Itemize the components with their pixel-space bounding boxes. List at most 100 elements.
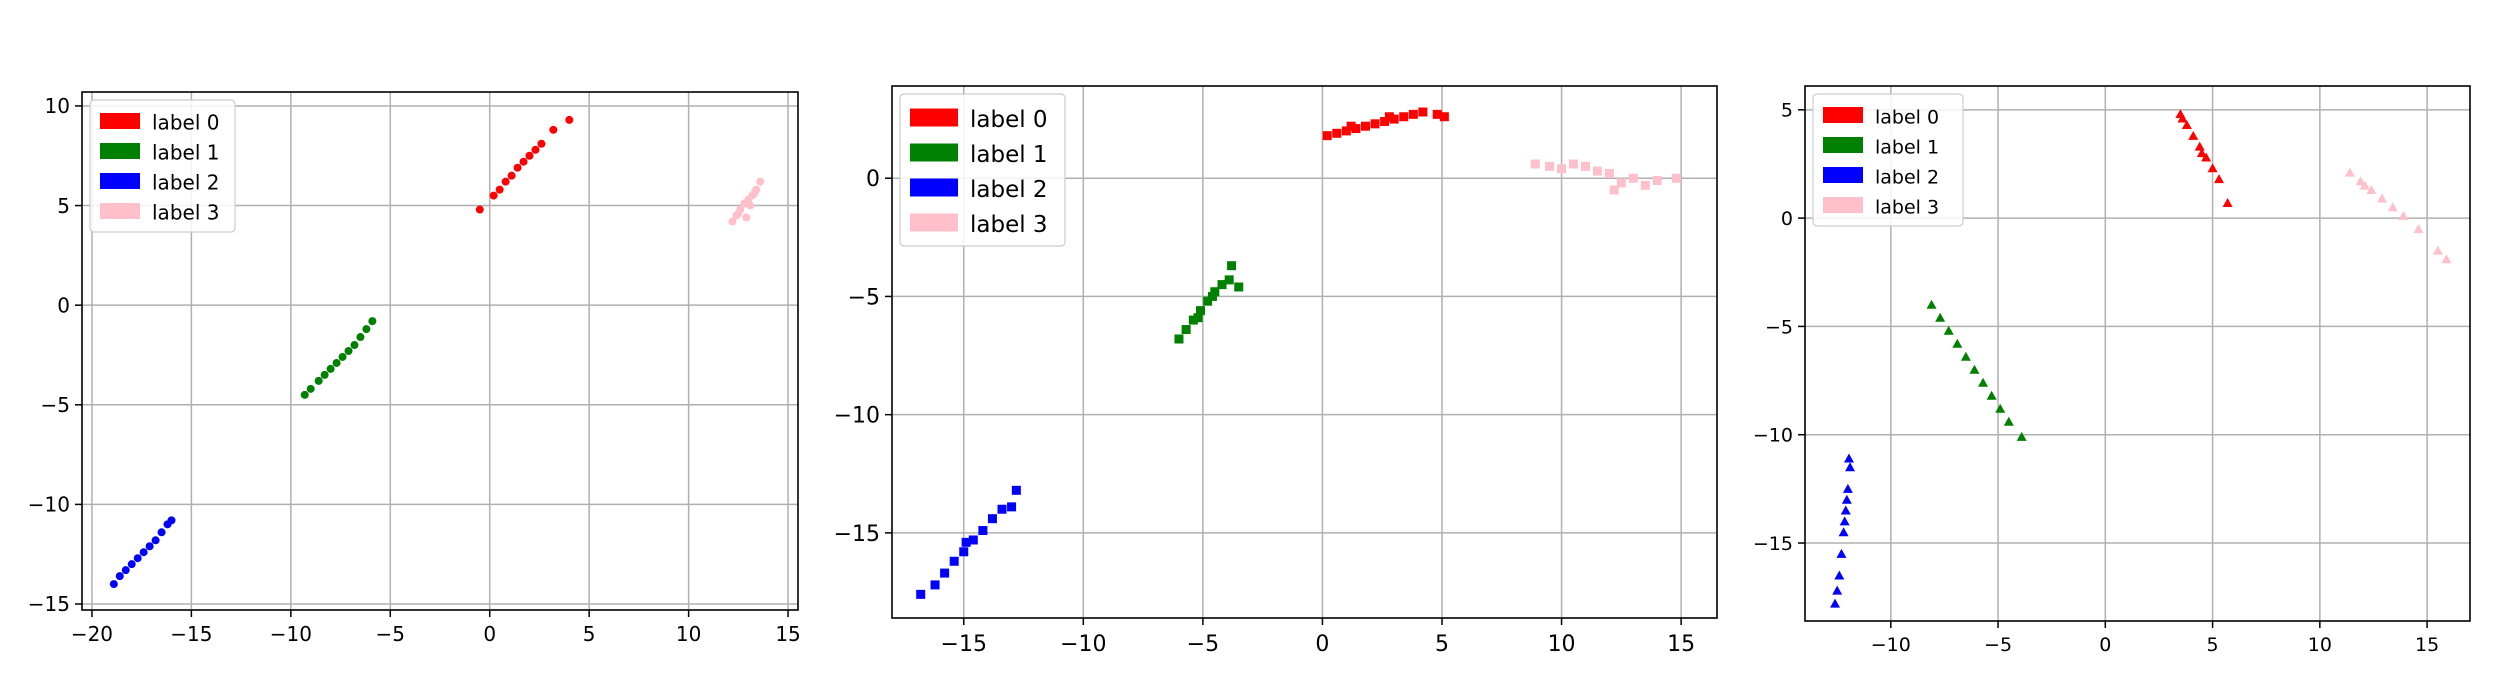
data-point xyxy=(1995,403,2006,413)
y-tick-label: 10 xyxy=(45,94,70,118)
data-point xyxy=(151,536,160,545)
x-tick-label: 5 xyxy=(1435,632,1449,657)
data-point xyxy=(940,568,950,578)
data-point xyxy=(1830,598,1841,608)
data-point xyxy=(1360,121,1370,131)
data-point xyxy=(1193,313,1203,323)
data-point xyxy=(1545,161,1555,171)
data-point xyxy=(1845,462,1856,472)
data-point xyxy=(1834,570,1845,580)
x-tick-label: 5 xyxy=(2207,634,2219,656)
data-point xyxy=(1841,494,1852,504)
legend-swatch xyxy=(1823,137,1863,153)
data-point xyxy=(1640,180,1650,190)
legend-label: label 2 xyxy=(152,171,219,195)
data-point xyxy=(489,191,498,200)
data-point xyxy=(1628,173,1638,183)
data-point xyxy=(2181,119,2192,129)
series-label-0 xyxy=(2175,109,2233,207)
data-point xyxy=(1380,116,1390,126)
x-tick-label: 10 xyxy=(1548,632,1576,657)
x-tick-label: −5 xyxy=(1984,634,2012,656)
data-point xyxy=(2196,148,2207,158)
data-point xyxy=(916,589,926,599)
data-point xyxy=(1842,483,1853,493)
series-label-2 xyxy=(1830,453,1856,608)
y-tick-label: 5 xyxy=(57,194,70,218)
x-tick-label: −20 xyxy=(71,622,113,646)
legend-swatch xyxy=(100,113,140,129)
data-point xyxy=(531,145,540,154)
data-point xyxy=(968,535,978,545)
y-tick-label: −10 xyxy=(28,493,70,517)
data-point xyxy=(2016,431,2027,441)
data-point xyxy=(1011,485,1021,495)
data-point xyxy=(300,390,309,399)
x-tick-label: 15 xyxy=(775,622,800,646)
data-point xyxy=(997,504,1007,514)
data-point xyxy=(1389,114,1399,124)
data-point xyxy=(1432,109,1442,119)
y-tick-label: −15 xyxy=(28,592,70,616)
data-point xyxy=(961,537,971,547)
y-tick-label: 0 xyxy=(866,167,880,192)
series-label-2 xyxy=(109,516,176,589)
y-tick-label: 0 xyxy=(1781,208,1793,230)
data-point xyxy=(350,341,359,350)
data-point xyxy=(1007,502,1017,512)
legend-swatch xyxy=(100,143,140,159)
data-point xyxy=(501,177,510,186)
legend-label: label 1 xyxy=(970,142,1048,168)
data-point xyxy=(1181,325,1191,335)
series-label-0 xyxy=(475,115,574,214)
legend-swatch xyxy=(100,203,140,219)
legend-label: label 3 xyxy=(1875,196,1939,218)
data-point xyxy=(139,548,148,557)
x-tick-label: 5 xyxy=(583,622,596,646)
data-point xyxy=(157,528,166,537)
data-point xyxy=(167,516,176,525)
data-point xyxy=(1341,126,1351,136)
data-point xyxy=(2194,141,2205,151)
legend-label: label 0 xyxy=(152,111,219,135)
data-point xyxy=(1943,325,1954,335)
data-point xyxy=(1384,112,1394,122)
data-point xyxy=(549,125,558,134)
series-label-1 xyxy=(300,317,377,399)
plot-frame xyxy=(1804,85,2471,622)
data-point xyxy=(1843,453,1854,463)
data-point xyxy=(1439,112,1449,122)
data-point xyxy=(1569,159,1579,169)
x-tick-label: 10 xyxy=(2308,634,2332,656)
data-point xyxy=(1332,128,1342,138)
data-point xyxy=(121,566,130,575)
x-tick-label: −5 xyxy=(1187,632,1219,657)
legend-swatch xyxy=(910,108,958,127)
data-point xyxy=(338,352,347,361)
x-tick-label: −10 xyxy=(1060,632,1106,657)
y-tick-label: −5 xyxy=(1765,316,1793,338)
data-point xyxy=(115,572,124,581)
x-tick-label: −10 xyxy=(1871,634,1911,656)
x-tick-label: −15 xyxy=(170,622,212,646)
data-point xyxy=(1580,161,1590,171)
data-point xyxy=(746,201,755,210)
series-label-1 xyxy=(1174,261,1244,344)
data-point xyxy=(734,209,743,218)
data-point xyxy=(1408,109,1418,119)
data-point xyxy=(1604,168,1614,178)
data-point xyxy=(1351,124,1361,134)
data-point xyxy=(2377,193,2388,203)
data-point xyxy=(1227,261,1237,271)
data-point xyxy=(1224,275,1234,285)
legend-swatch xyxy=(910,143,958,162)
data-point xyxy=(1978,377,1989,387)
x-tick-label: −5 xyxy=(376,622,405,646)
data-point xyxy=(1652,176,1662,186)
legend-label: label 3 xyxy=(970,212,1048,238)
data-point xyxy=(306,384,315,393)
legend-label: label 2 xyxy=(970,177,1048,203)
series-label-3 xyxy=(1530,159,1681,195)
plot-frame xyxy=(81,91,799,611)
